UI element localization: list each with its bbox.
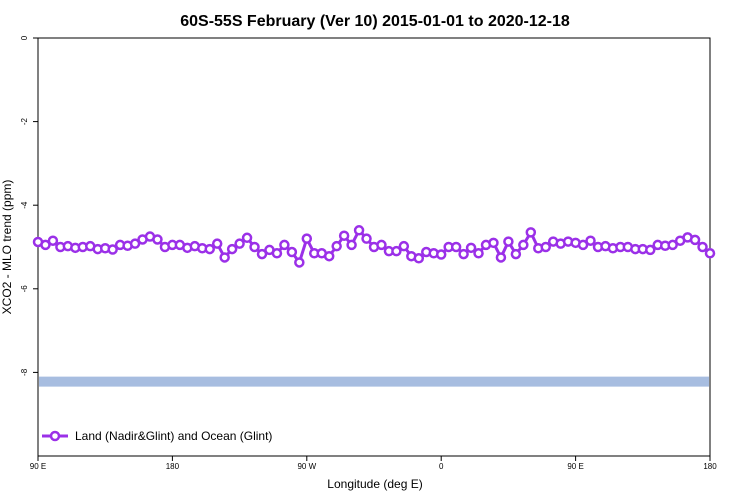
data-point <box>704 248 716 259</box>
data-point <box>495 252 507 263</box>
data-point <box>301 233 313 244</box>
data-point <box>577 239 589 251</box>
data-point <box>241 232 253 244</box>
data-point <box>465 242 477 254</box>
data-point <box>346 239 357 251</box>
x-tick-label: 90 E <box>567 462 583 471</box>
y-axis: 0 -2 -4 -6 -8 <box>20 35 38 376</box>
data-point <box>338 230 350 241</box>
data-point <box>667 239 678 251</box>
data-point <box>47 235 59 246</box>
data-point <box>689 234 701 246</box>
y-tick-label: -4 <box>20 201 29 209</box>
legend-label: Land (Nadir&Glint) and Ocean (Glint) <box>75 429 272 443</box>
x-tick-label: 0 <box>439 462 444 471</box>
data-point <box>645 244 656 256</box>
data-point <box>525 227 537 238</box>
series-land-ocean <box>32 225 716 268</box>
data-point <box>435 249 447 260</box>
data-point <box>152 234 163 245</box>
x-tick-label: 180 <box>166 462 180 471</box>
data-point <box>331 240 342 252</box>
data-point <box>450 241 462 253</box>
data-point <box>279 239 290 251</box>
data-point <box>488 237 499 249</box>
data-point <box>249 241 260 253</box>
x-tick-label: 90 E <box>30 462 46 471</box>
data-point <box>510 248 522 260</box>
y-axis-label: XCO2 - MLO trend (ppm) <box>0 180 14 315</box>
data-point <box>226 243 238 255</box>
data-point <box>107 244 118 255</box>
data-point <box>211 238 223 249</box>
data-point <box>271 248 283 259</box>
data-point <box>391 245 402 257</box>
data-point <box>376 239 387 251</box>
data-point <box>697 241 708 253</box>
x-axis: 90 E 180 90 W 0 90 E 180 <box>30 456 717 471</box>
data-point <box>204 243 215 255</box>
data-point <box>585 235 596 246</box>
data-point <box>294 257 305 268</box>
data-point <box>256 248 268 260</box>
data-point <box>361 233 372 244</box>
data-point <box>219 252 230 263</box>
y-tick-label: -6 <box>20 285 29 293</box>
data-point <box>129 238 141 249</box>
legend-marker <box>49 430 61 442</box>
data-point <box>323 250 335 262</box>
chart-title: 60S-55S February (Ver 10) 2015-01-01 to … <box>180 13 570 30</box>
data-point <box>234 238 245 249</box>
data-point <box>40 239 51 251</box>
data-point <box>398 240 410 252</box>
y-tick-label: -2 <box>20 117 29 125</box>
data-point <box>458 248 469 260</box>
data-point <box>518 239 529 251</box>
data-point <box>540 241 551 253</box>
y-tick-label: -8 <box>20 368 29 376</box>
x-tick-label: 90 W <box>297 462 316 471</box>
y-tick-label: 0 <box>20 35 29 40</box>
x-axis-label: Longitude (deg E) <box>327 477 422 491</box>
data-point <box>473 248 484 259</box>
data-point <box>286 246 298 258</box>
data-point <box>353 225 365 236</box>
x-tick-label: 180 <box>703 462 717 471</box>
data-point <box>413 253 425 264</box>
legend: Land (Nadir&Glint) and Ocean (Glint) <box>42 429 272 443</box>
data-point <box>503 236 514 247</box>
